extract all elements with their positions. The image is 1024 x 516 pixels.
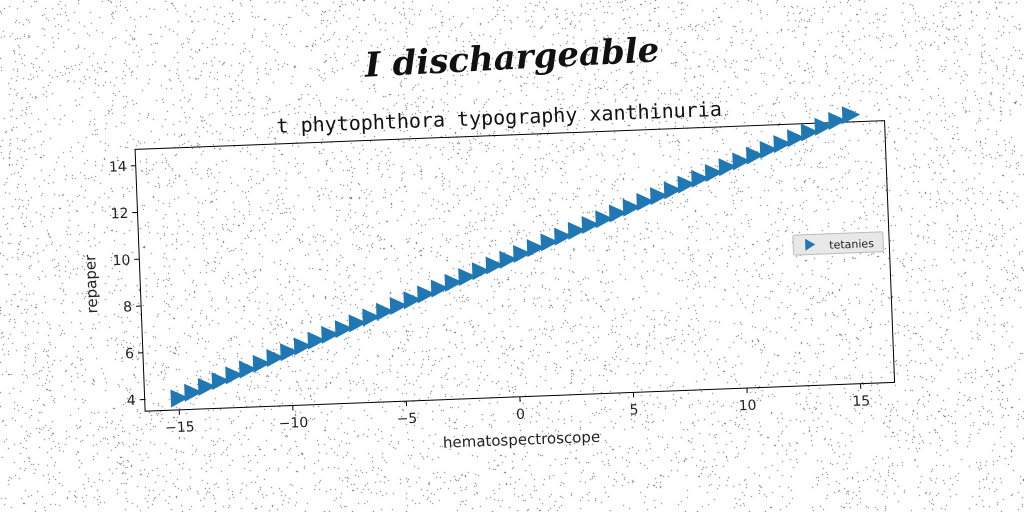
x-tick-label: 15 <box>852 393 870 410</box>
x-axis-label: hematospectroscope <box>443 428 601 452</box>
y-tick-label: 10 <box>112 253 130 270</box>
x-tick-label: −15 <box>165 419 195 436</box>
x-tick-label: 10 <box>738 398 756 415</box>
x-tick-label: −5 <box>396 411 417 428</box>
chart-title: t phytophthora typography xanthinuria <box>276 97 722 138</box>
x-tick-label: 0 <box>516 407 526 423</box>
x-tick-label: 5 <box>629 402 639 418</box>
series-markers <box>161 106 871 408</box>
y-tick-label: 12 <box>110 206 128 223</box>
y-axis-ticks: 4 6 8 10 12 14 <box>109 159 145 410</box>
legend: tetanies <box>793 232 884 255</box>
plot-group: −15 −10 −5 0 5 10 15 4 6 8 10 12 14 t phytophthora … <box>76 91 897 466</box>
y-tick-label: 8 <box>123 299 133 315</box>
legend-label: tetanies <box>829 237 874 252</box>
y-axis-label: repaper <box>81 254 101 314</box>
x-tick-label: −10 <box>278 415 308 432</box>
y-tick-label: 14 <box>109 159 128 176</box>
y-tick-label: 6 <box>125 346 135 362</box>
y-tick-label: 4 <box>127 393 137 409</box>
x-axis-ticks: −15 −10 −5 0 5 10 15 <box>164 383 870 436</box>
